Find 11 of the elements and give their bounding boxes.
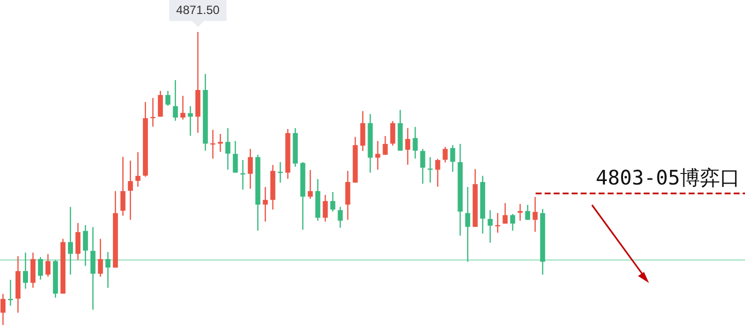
annotation: 4871.50 xyxy=(176,2,220,17)
ref-line-label: 4803-05博弈口 xyxy=(596,166,740,190)
candlestick xyxy=(465,186,470,262)
candlestick xyxy=(225,128,230,170)
candlestick xyxy=(488,210,493,243)
candlestick xyxy=(262,186,268,222)
candlestick xyxy=(518,204,523,221)
candlestick xyxy=(495,213,500,233)
candlestick xyxy=(240,160,246,190)
candlestick xyxy=(308,170,313,199)
candlestick xyxy=(375,140,380,170)
